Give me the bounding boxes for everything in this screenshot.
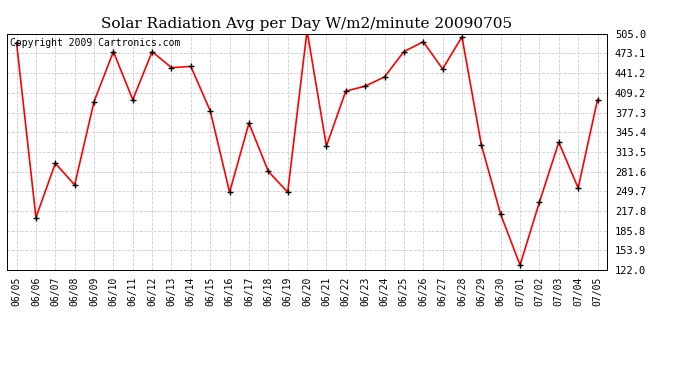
Title: Solar Radiation Avg per Day W/m2/minute 20090705: Solar Radiation Avg per Day W/m2/minute … — [101, 17, 513, 31]
Text: Copyright 2009 Cartronics.com: Copyright 2009 Cartronics.com — [10, 39, 180, 48]
